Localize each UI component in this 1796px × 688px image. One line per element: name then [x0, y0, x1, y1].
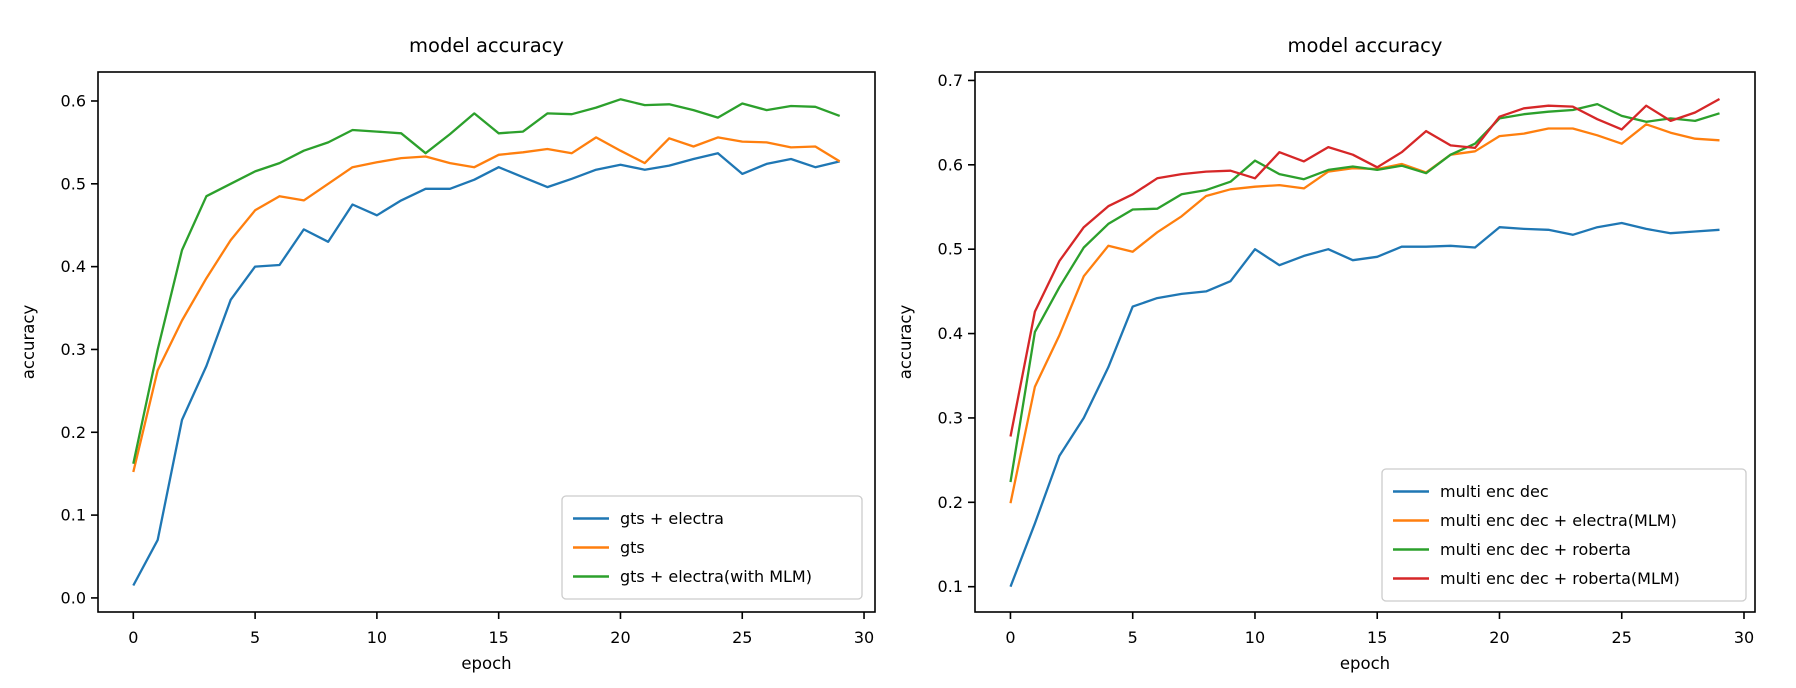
- y-tick-label: 0.0: [61, 588, 86, 607]
- series-line-gts-electra: [132, 152, 840, 587]
- y-tick-label: 0.6: [61, 91, 86, 110]
- plot-border: [97, 71, 876, 613]
- series-line-multi-enc-dec-electra-mlm: [1009, 123, 1720, 504]
- x-tick-label: 20: [610, 628, 630, 647]
- x-tick-label: 10: [1245, 628, 1265, 647]
- x-tick-label: 0: [128, 628, 138, 647]
- legend-label: multi enc dec + electra(MLM): [1440, 511, 1677, 530]
- y-tick-label: 0.5: [938, 240, 963, 259]
- x-tick-label: 25: [732, 628, 752, 647]
- series-line-gts: [132, 136, 841, 473]
- y-tick-label: 0.2: [61, 423, 86, 442]
- y-tick-label: 0.7: [938, 71, 963, 90]
- y-tick-label: 0.5: [61, 174, 86, 193]
- x-tick-label: 5: [250, 628, 260, 647]
- series-line-multi-enc-dec-roberta: [1009, 102, 1720, 483]
- y-tick-label: 0.3: [938, 408, 963, 427]
- legend-label: gts + electra: [620, 509, 724, 528]
- legend-label: multi enc dec + roberta(MLM): [1440, 569, 1680, 588]
- x-tick-label: 15: [488, 628, 508, 647]
- y-tick-label: 0.1: [61, 506, 86, 525]
- legend-label: gts + electra(with MLM): [620, 567, 812, 586]
- x-tick-label: 20: [1489, 628, 1509, 647]
- legend-box: [1381, 468, 1747, 602]
- x-tick-label: 5: [1128, 628, 1138, 647]
- x-tick-label: 15: [1367, 628, 1387, 647]
- legend-label: multi enc dec + roberta: [1440, 540, 1631, 559]
- legend-label: gts: [620, 538, 645, 557]
- chart-right-figure: 0 5 10 15 20 25 30 0.1 0.2 0.3 0.4 0.5 0.6 0.7 model a…: [898, 0, 1796, 688]
- y-tick-label: 0.6: [938, 155, 963, 174]
- legend-label: multi enc dec: [1440, 482, 1549, 501]
- x-tick-label: 30: [1734, 628, 1754, 647]
- x-axis-label: epoch: [1340, 654, 1390, 673]
- legend-box: [561, 495, 863, 600]
- left-model-accuracy-chart: 0 5 10 15 20 25 30 0.0 0.1 0.2 0.3 0.4 0.5 0.6 model a…: [19, 34, 876, 673]
- chart-title: model accuracy: [409, 34, 564, 57]
- x-tick-label: 30: [854, 628, 874, 647]
- right-model-accuracy-chart: 0 5 10 15 20 25 30 0.1 0.2 0.3 0.4 0.5 0.6 0.7 model a…: [898, 34, 1756, 673]
- series-line-multi-enc-dec-roberta-mlm: [1009, 97, 1721, 437]
- x-tick-label: 0: [1005, 628, 1015, 647]
- y-tick-label: 0.3: [61, 340, 86, 359]
- y-tick-label: 0.2: [938, 493, 963, 512]
- series-line-gts-electra-with-mlm: [132, 98, 841, 464]
- y-axis-label: accuracy: [898, 305, 915, 380]
- x-tick-label: 10: [367, 628, 387, 647]
- x-axis-label: epoch: [461, 654, 511, 673]
- series-line-multi-enc-dec: [1009, 221, 1720, 588]
- y-tick-label: 0.4: [61, 257, 86, 276]
- chart-title: model accuracy: [1288, 34, 1443, 57]
- chart-left-figure: 0 5 10 15 20 25 30 0.0 0.1 0.2 0.3 0.4 0.5 0.6 model a…: [19, 34, 876, 673]
- y-tick-label: 0.4: [938, 324, 963, 343]
- y-tick-label: 0.1: [938, 577, 963, 596]
- plot-border: [974, 71, 1756, 613]
- x-tick-label: 25: [1612, 628, 1632, 647]
- y-axis-label: accuracy: [19, 305, 38, 380]
